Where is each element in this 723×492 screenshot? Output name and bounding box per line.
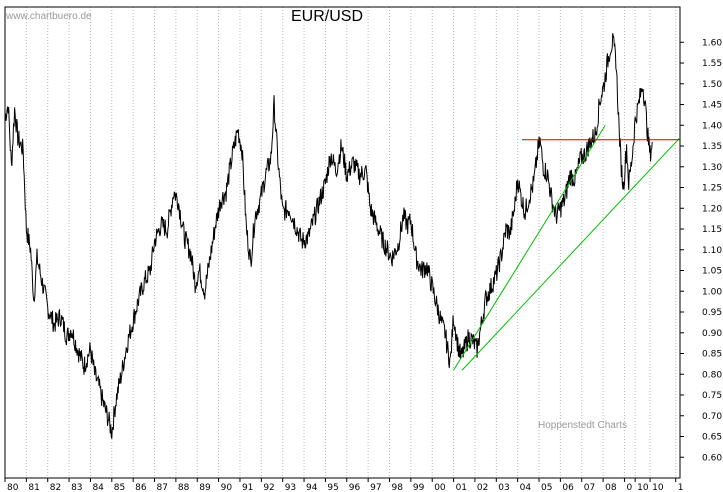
x-tick-label-19: 99 [413,483,425,492]
plot-frame [4,6,681,479]
x-tick-label-10: 90 [221,483,233,492]
x-tick-label-16: 96 [349,483,361,492]
y-tick-label-7: 0.95 [702,308,722,318]
x-tick-label-0: 80 [7,483,19,492]
y-tick-label-8: 1.00 [702,287,722,297]
x-tick-label-2: 82 [50,483,61,492]
trendline-0 [453,125,606,371]
x-tick-label-17: 97 [370,483,381,492]
x-tick-label-21: 01 [456,483,467,492]
x-tick-label-18: 98 [391,483,403,492]
x-tick-label-24: 04 [520,483,532,492]
y-tick-label-19: 1.55 [702,59,722,69]
y-tick-label-1: 0.65 [702,433,722,443]
x-tick-label-13: 93 [285,483,296,492]
y-tick-label-6: 0.90 [702,329,722,339]
x-tick-label-4: 84 [92,483,104,492]
x-tick-label-5: 85 [114,483,125,492]
x-tick-label-11: 91 [242,483,253,492]
y-tick-label-10: 1.10 [702,246,722,256]
x-tick-label-23: 03 [498,483,509,492]
x-tick-label-1: 81 [28,483,39,492]
chart-title: EUR/USD [291,8,364,25]
x-tick-label-14: 94 [306,483,318,492]
x-tick-label-29: 0 [626,483,632,492]
x-tick-label-8: 88 [178,483,190,492]
y-tick-label-16: 1.40 [702,121,722,131]
x-tick-label-22: 02 [477,483,488,492]
chart-credit: Hoppenstedt Charts [538,420,627,431]
x-tick-label-20: 00 [434,483,446,492]
y-tick-label-20: 1.60 [702,38,722,48]
x-tick-label-9: 89 [199,483,211,492]
y-tick-label-9: 1.05 [702,267,722,277]
x-tick-label-3: 83 [71,483,82,492]
x-tick-label-26: 06 [562,483,574,492]
x-tick-label-6: 86 [135,483,147,492]
x-tick-label-31: 10 [652,483,664,492]
y-tick-label-14: 1.30 [702,163,722,173]
x-tick-label-15: 95 [327,483,338,492]
x-tick-label-27: 07 [584,483,595,492]
x-tick-label-32: 1 [678,483,684,492]
x-tick-label-25: 05 [541,483,552,492]
y-tick-label-13: 1.25 [702,184,722,194]
y-tick-label-0: 0.60 [702,453,722,463]
y-tick-label-11: 1.15 [702,225,722,235]
x-tick-label-28: 08 [605,483,617,492]
y-tick-label-4: 0.80 [702,370,722,380]
chart-watermark: www.chartbuero.de [6,11,92,22]
y-tick-label-2: 0.70 [702,412,722,422]
y-tick-label-17: 1.45 [702,101,722,111]
x-tick-label-7: 87 [157,483,168,492]
y-tick-label-3: 0.75 [702,391,722,401]
x-tick-label-12: 92 [263,483,274,492]
y-tick-label-5: 0.85 [702,350,722,360]
y-tick-label-18: 1.50 [702,80,722,90]
x-tick-label-30: 10 [637,483,649,492]
y-tick-label-15: 1.35 [702,142,722,152]
trendline-1 [461,137,681,371]
series-line-0 [4,33,653,439]
y-tick-label-12: 1.20 [702,204,722,214]
